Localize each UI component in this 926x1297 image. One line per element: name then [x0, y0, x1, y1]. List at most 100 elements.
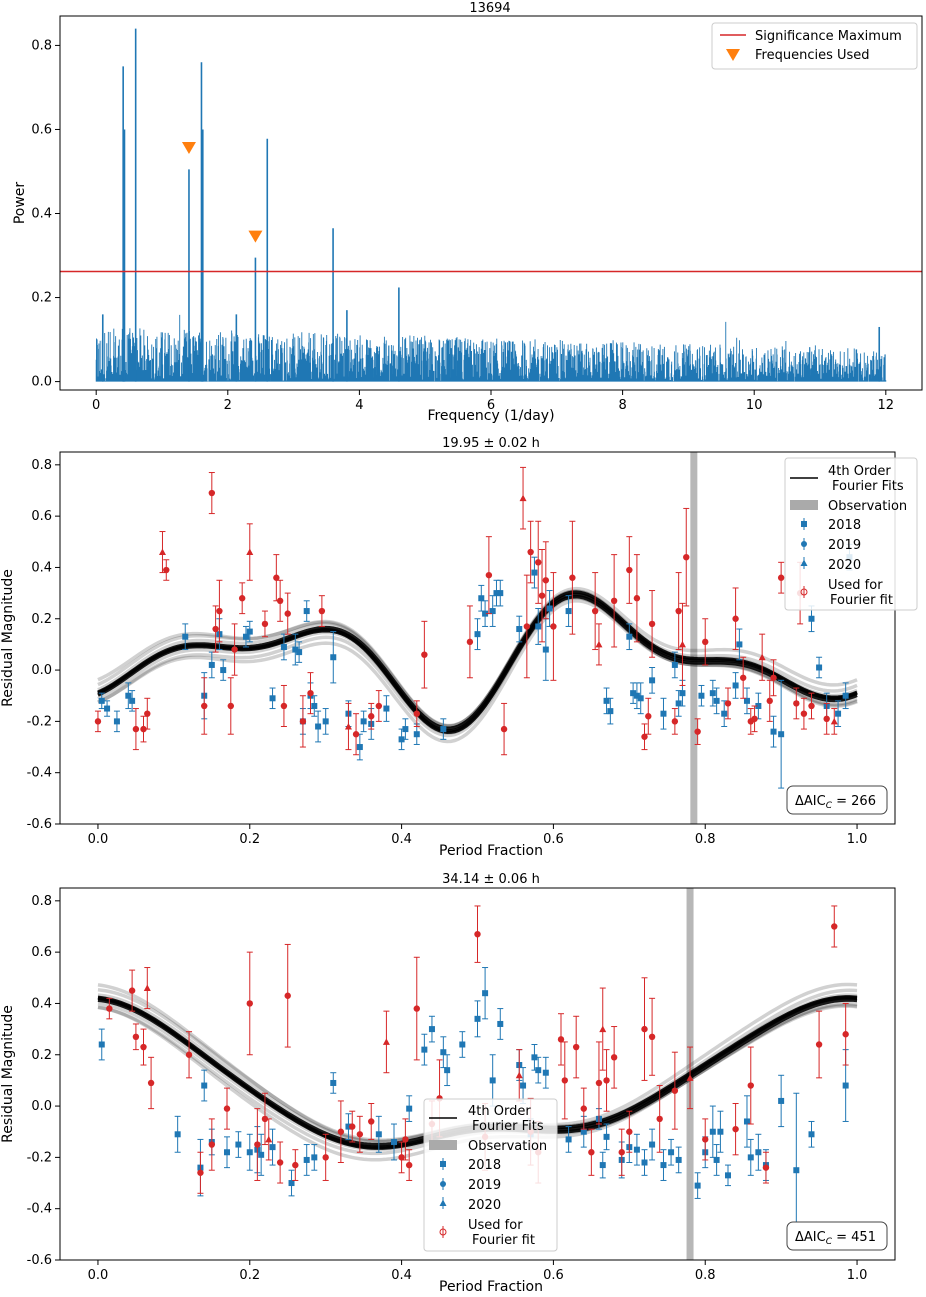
marker-square — [842, 1082, 849, 1089]
data-point-red — [580, 1087, 587, 1130]
marker-triangle — [758, 653, 766, 661]
data-point-red — [732, 1103, 739, 1156]
data-point-blue — [459, 1031, 466, 1058]
y-tick-label: -0.4 — [27, 766, 52, 781]
data-point-blue — [778, 1074, 785, 1128]
data-point-red — [527, 520, 534, 584]
marker-square — [174, 1131, 181, 1138]
x-tick-label: 2 — [224, 398, 232, 413]
marker-circle — [223, 1105, 231, 1112]
x-tick-label: 0.0 — [88, 832, 109, 847]
data-point-red — [671, 708, 679, 735]
marker-square — [599, 1162, 606, 1169]
marker-square — [531, 1054, 538, 1061]
data-point-red — [144, 697, 151, 730]
marker-triangle — [158, 548, 166, 556]
data-point-red — [318, 595, 326, 627]
marker-square — [565, 1136, 572, 1143]
x-tick-label: 0.2 — [239, 832, 260, 847]
marker-square — [104, 705, 111, 712]
marker-square — [246, 628, 253, 635]
marker-circle — [694, 728, 701, 735]
marker-circle — [732, 615, 739, 622]
y-tick-label: -0.2 — [27, 1150, 52, 1165]
data-point-blue — [565, 1126, 572, 1153]
data-point-red — [702, 618, 709, 666]
data-point-blue — [641, 1149, 648, 1176]
marker-circle — [648, 1033, 656, 1041]
x-tick-label: 0.4 — [391, 832, 412, 847]
data-point-red — [201, 677, 208, 735]
marker-square — [626, 633, 633, 640]
data-point-red — [535, 520, 542, 604]
data-point-blue — [721, 700, 728, 728]
data-point-red — [280, 684, 288, 728]
data-point-blue — [440, 718, 447, 740]
aic-label-34h: ΔAICC = 451 — [795, 1230, 876, 1247]
marker-circle — [163, 566, 170, 574]
marker-square — [402, 726, 409, 733]
legend-observation-label-34h: Observation — [468, 1139, 547, 1154]
marker-square — [770, 728, 777, 735]
data-point-red — [519, 466, 527, 530]
data-point-red — [739, 656, 747, 699]
marker-triangle — [515, 1071, 523, 1079]
legend-used-marker-34h — [439, 1226, 447, 1238]
marker-square — [296, 649, 303, 656]
marker-circle — [626, 566, 633, 574]
data-point-blue — [258, 1133, 265, 1176]
data-point-red — [641, 977, 648, 1081]
marker-square — [565, 608, 572, 615]
legend-2018-marker — [801, 518, 807, 530]
data-point-red — [800, 697, 808, 730]
marker-circle — [368, 713, 375, 720]
data-point-red — [641, 723, 648, 751]
marker-square — [816, 664, 823, 671]
data-point-red — [626, 536, 633, 604]
data-point-blue — [637, 682, 644, 715]
marker-circle — [349, 1123, 356, 1130]
marker-triangle — [265, 1135, 273, 1143]
marker-square — [747, 1154, 754, 1161]
marker-circle — [352, 731, 360, 738]
legend-fit-label-1: 4th Order — [828, 464, 891, 479]
marker-square — [269, 695, 276, 702]
marker-triangle — [686, 1074, 694, 1081]
marker-circle — [588, 1149, 595, 1156]
aic-box-34h — [786, 1221, 888, 1251]
marker-square — [242, 633, 249, 640]
marker-circle — [751, 715, 758, 723]
data-point-blue — [356, 733, 363, 761]
marker-square — [493, 590, 500, 597]
data-point-red — [599, 987, 607, 1071]
data-point-red — [356, 1115, 364, 1153]
frequency-used-marker — [248, 230, 263, 243]
data-point-blue — [224, 1136, 230, 1169]
marker-circle — [626, 1128, 633, 1135]
data-point-blue — [694, 1172, 701, 1199]
marker-circle — [132, 725, 140, 733]
data-point-red — [208, 472, 216, 515]
data-point-red — [106, 997, 113, 1020]
y-tick-label: -0.6 — [27, 1253, 52, 1268]
data-point-red — [421, 620, 428, 689]
x-tick-label: 1.0 — [847, 1268, 868, 1283]
data-point-blue — [535, 607, 542, 645]
marker-square — [428, 1026, 435, 1033]
fourier-fit-points-19h — [94, 466, 838, 756]
data-point-blue — [98, 692, 105, 710]
data-point-red — [572, 1015, 580, 1079]
data-point-red — [231, 623, 238, 676]
data-point-blue — [303, 600, 310, 622]
x-tick-label: 8 — [618, 398, 626, 413]
fold-19h-legend-box — [784, 457, 918, 611]
periodogram-legend: Significance Maximum Frequencies Used — [711, 22, 918, 70]
fold-panel-34h: 34.14 ± 0.06 h 0.0 0.2 0.4 0.6 0.8 1.0 -0.6-0… — [0, 872, 896, 1295]
x-tick-label: 12 — [878, 398, 895, 413]
marker-square — [478, 595, 485, 602]
marker-square — [607, 708, 614, 715]
data-point-blue — [246, 620, 253, 643]
marker-square — [182, 633, 189, 640]
marker-circle — [842, 1031, 849, 1038]
data-point-red — [216, 579, 223, 643]
